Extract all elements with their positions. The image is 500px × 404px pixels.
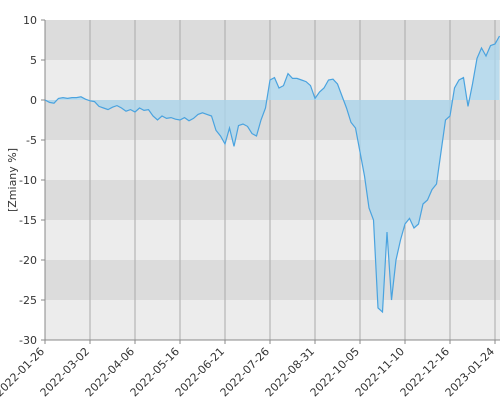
- y-tick-label: 0: [30, 94, 37, 107]
- y-tick-label: -25: [19, 294, 37, 307]
- y-axis-label: [Zmiany %]: [6, 148, 19, 212]
- y-tick-label: 5: [30, 54, 37, 67]
- y-tick-label: -10: [19, 174, 37, 187]
- y-tick-label: -20: [19, 254, 37, 267]
- grid-band: [45, 20, 500, 60]
- line: [44, 35, 500, 314]
- y-tick-label: -5: [26, 134, 37, 147]
- grid-band: [45, 220, 500, 260]
- grid-band: [45, 300, 500, 340]
- y-tick-label: -30: [19, 334, 37, 347]
- y-tick-label: 10: [23, 14, 37, 27]
- y-tick-label: -15: [19, 214, 37, 227]
- grid-band: [45, 260, 500, 300]
